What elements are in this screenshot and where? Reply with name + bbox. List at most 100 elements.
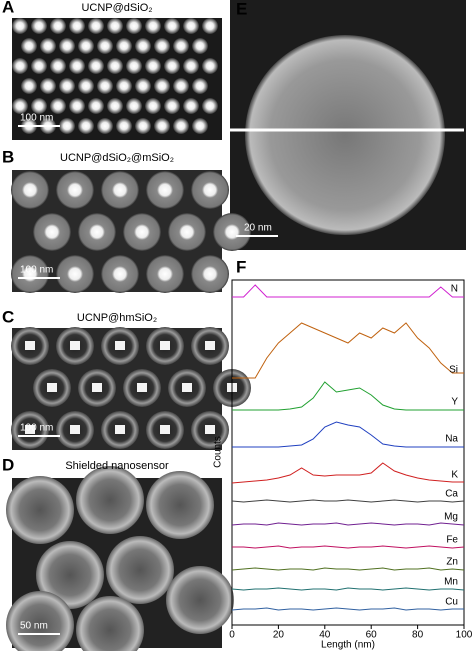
particle — [202, 98, 218, 114]
particle — [69, 18, 85, 34]
core — [137, 383, 147, 392]
particle — [191, 171, 229, 209]
x-tick-label: 80 — [412, 630, 424, 641]
particle — [88, 18, 104, 34]
scale-bar-label: 100 nm — [20, 265, 53, 276]
core — [160, 425, 170, 434]
panel-label: B — [2, 147, 14, 166]
particle — [21, 38, 37, 54]
series-label: N — [451, 284, 458, 295]
x-axis-label: Length (nm) — [321, 640, 375, 651]
core — [70, 341, 80, 350]
panel-label: E — [236, 0, 247, 18]
panel-label: D — [2, 455, 14, 474]
particle — [116, 118, 132, 134]
x-tick-label: 60 — [366, 630, 378, 641]
particle — [135, 78, 151, 94]
x-tick-label: 20 — [273, 630, 285, 641]
particle — [59, 78, 75, 94]
series-label: Cu — [445, 597, 458, 608]
particle — [191, 255, 229, 293]
particle — [173, 118, 189, 134]
panel-title: Shielded nanosensor — [65, 460, 169, 472]
x-tick-label: 100 — [456, 630, 473, 641]
particle — [97, 38, 113, 54]
particle — [21, 78, 37, 94]
particle — [173, 38, 189, 54]
core — [70, 425, 80, 434]
particle — [78, 213, 116, 251]
particle — [59, 118, 75, 134]
particle — [56, 255, 94, 293]
core — [182, 383, 192, 392]
particle — [12, 98, 28, 114]
particle — [146, 171, 184, 209]
particle — [31, 18, 47, 34]
particle — [50, 58, 66, 74]
particle — [59, 38, 75, 54]
particle — [76, 466, 144, 534]
trace — [232, 421, 464, 448]
particle — [76, 596, 144, 651]
series-label: Fe — [446, 535, 458, 546]
trace — [231, 499, 465, 503]
core — [25, 425, 35, 434]
particle — [116, 78, 132, 94]
particle — [50, 18, 66, 34]
particle — [164, 98, 180, 114]
particle — [31, 58, 47, 74]
particle — [173, 78, 189, 94]
particle — [101, 171, 139, 209]
particle — [11, 255, 49, 293]
series-label: Zn — [446, 557, 458, 568]
particle — [78, 78, 94, 94]
plot-frame — [231, 279, 465, 626]
particle — [6, 476, 74, 544]
core — [115, 425, 125, 434]
particle — [154, 118, 170, 134]
particle — [164, 18, 180, 34]
trace — [231, 607, 464, 611]
scale-bar-label: 100 nm — [20, 423, 53, 434]
particle — [107, 98, 123, 114]
series-label: Y — [451, 397, 458, 408]
particle — [183, 98, 199, 114]
particle — [146, 255, 184, 293]
particle — [183, 58, 199, 74]
particle — [78, 118, 94, 134]
particle — [88, 58, 104, 74]
particle — [126, 18, 142, 34]
particle — [33, 213, 71, 251]
trace — [231, 462, 464, 484]
series-label: Mg — [444, 512, 458, 523]
scale-bar-label: 50 nm — [20, 621, 48, 632]
particle — [145, 98, 161, 114]
x-tick-label: 0 — [229, 630, 235, 641]
trace — [231, 567, 465, 571]
trace — [231, 522, 465, 526]
particle — [31, 98, 47, 114]
trace — [232, 381, 464, 411]
particle — [192, 78, 208, 94]
particle — [146, 471, 214, 539]
particle — [107, 18, 123, 34]
core — [92, 383, 102, 392]
particle — [12, 18, 28, 34]
particle — [154, 38, 170, 54]
panel-title: UCNP@dSiO₂@mSiO₂ — [60, 152, 174, 164]
particle — [166, 566, 234, 634]
series-label: K — [451, 470, 458, 481]
panel-label: A — [2, 0, 14, 16]
particle — [101, 255, 139, 293]
particle — [40, 38, 56, 54]
core — [160, 341, 170, 350]
particle — [116, 38, 132, 54]
particle — [135, 38, 151, 54]
particle — [69, 58, 85, 74]
particle — [183, 18, 199, 34]
trace — [232, 322, 464, 379]
particle — [12, 58, 28, 74]
panel-label: C — [2, 307, 14, 326]
